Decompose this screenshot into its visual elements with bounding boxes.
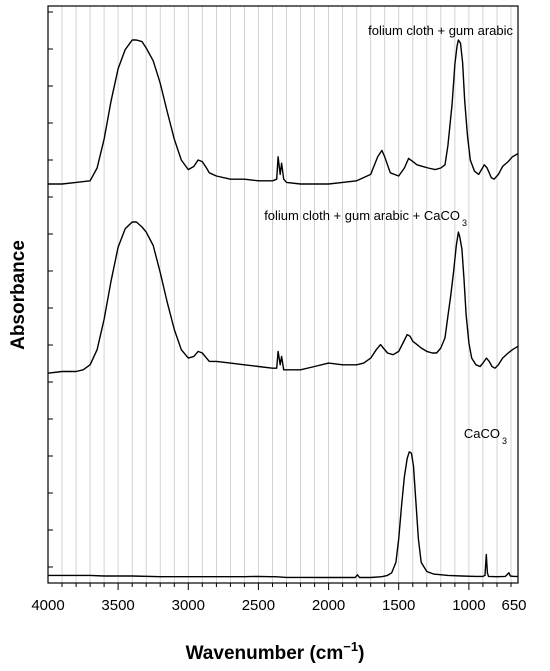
x-tick-label: 2000: [312, 597, 345, 614]
x-tick-label: 3500: [101, 597, 134, 614]
x-axis-title: Wavenumber (cm−1): [186, 639, 365, 664]
annotation-caco3-subscript: 3: [502, 436, 507, 446]
x-tick-label: 650: [501, 597, 526, 614]
y-axis: [48, 11, 53, 568]
x-tick-label: 3000: [172, 597, 205, 614]
x-tick-label: 1000: [452, 597, 485, 614]
x-axis-title-main: Wavenumber (cm: [186, 643, 344, 664]
x-axis-title-close: ): [358, 643, 364, 664]
spectra-series: [47, 39, 519, 579]
x-tick-label: 4000: [31, 597, 64, 614]
plot-frame: [47, 5, 519, 584]
spectrum-line-2: [47, 221, 519, 374]
annotation-gum-arabic: folium cloth + gum arabic: [368, 23, 513, 38]
spectrum-line-3: [48, 451, 518, 579]
spectrum-line-1: [48, 39, 519, 185]
grid-lines: [61, 6, 512, 583]
x-tick-label: 1500: [382, 597, 415, 614]
annotation-gum-arabic-caco3: folium cloth + gum arabic + CaCO: [264, 208, 460, 223]
x-tick-label: 2500: [242, 597, 275, 614]
annotation-gum-arabic-caco3-subscript: 3: [462, 218, 467, 228]
annotation-caco3: CaCO: [464, 426, 500, 441]
x-axis: 4000 3500 3000 2500 2000 1500 1000 650: [31, 583, 527, 614]
x-axis-title-superscript: −1: [343, 639, 358, 654]
y-axis-title: Absorbance: [8, 240, 29, 350]
